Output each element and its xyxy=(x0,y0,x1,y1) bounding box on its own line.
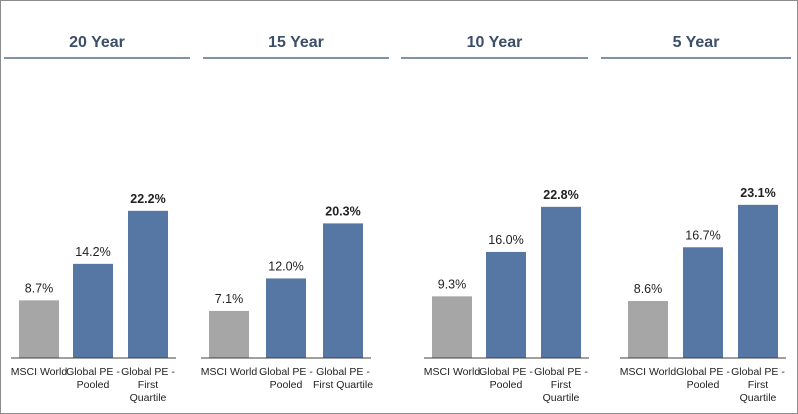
category-label: MSCI World xyxy=(201,366,258,378)
bar-global-pe-first-quartile xyxy=(541,206,581,358)
value-label: 16.7% xyxy=(685,228,720,242)
bar-global-pe-pooled xyxy=(73,263,113,358)
category-label: Global PE -Pooled xyxy=(676,366,730,391)
category-label: MSCI World xyxy=(11,366,68,378)
value-label: 8.6% xyxy=(634,282,663,296)
category-label: Global PE -Pooled xyxy=(479,366,533,391)
bar-msci-world xyxy=(19,300,59,358)
category-label: MSCI World xyxy=(620,366,677,378)
bar-global-pe-pooled xyxy=(266,278,306,358)
category-label: Global PE -First Quartile xyxy=(121,366,175,404)
category-label: Global PE -Pooled xyxy=(259,366,313,391)
category-label: Global PE -First Quartile xyxy=(313,366,373,391)
value-label: 7.1% xyxy=(215,292,244,306)
panel-1: 15 Year 7.1% MSCI World 12.0% Global PE -Poo… xyxy=(201,34,389,391)
category-label: Global PE -First Quartile xyxy=(731,366,785,404)
value-label: 14.2% xyxy=(75,245,110,259)
panel-title: 5 Year xyxy=(673,34,720,51)
category-label: Global PE -Pooled xyxy=(66,366,120,391)
category-label: MSCI World xyxy=(424,366,481,378)
value-label: 22.8% xyxy=(543,188,578,202)
panel-title: 10 Year xyxy=(467,34,523,51)
panel-0: 20 Year 8.7% MSCI World 14.2% Global PE -Poo… xyxy=(4,34,190,404)
value-label: 23.1% xyxy=(740,186,775,200)
value-label: 16.0% xyxy=(488,233,523,247)
bar-global-pe-pooled xyxy=(683,247,723,358)
bar-global-pe-first-quartile xyxy=(128,210,168,358)
bar-msci-world xyxy=(432,296,472,358)
bar-global-pe-pooled xyxy=(486,251,526,358)
category-label: Global PE -First Quartile xyxy=(534,366,588,404)
panel-3: 5 Year 8.6% MSCI World 16.7% Global PE -Pool… xyxy=(601,34,791,404)
bar-global-pe-first-quartile xyxy=(738,204,778,358)
value-label: 22.2% xyxy=(130,192,165,206)
value-label: 12.0% xyxy=(268,259,303,273)
panel-title: 15 Year xyxy=(268,34,324,51)
value-label: 9.3% xyxy=(438,277,467,291)
value-label: 20.3% xyxy=(325,204,360,218)
value-label: 8.7% xyxy=(25,281,54,295)
bar-msci-world xyxy=(209,310,249,358)
bar-global-pe-first-quartile xyxy=(323,223,363,358)
bar-msci-world xyxy=(628,300,668,358)
panel-title: 20 Year xyxy=(69,34,125,51)
panel-2: 10 Year 9.3% MSCI World 16.0% Global PE -Poo… xyxy=(401,34,589,404)
